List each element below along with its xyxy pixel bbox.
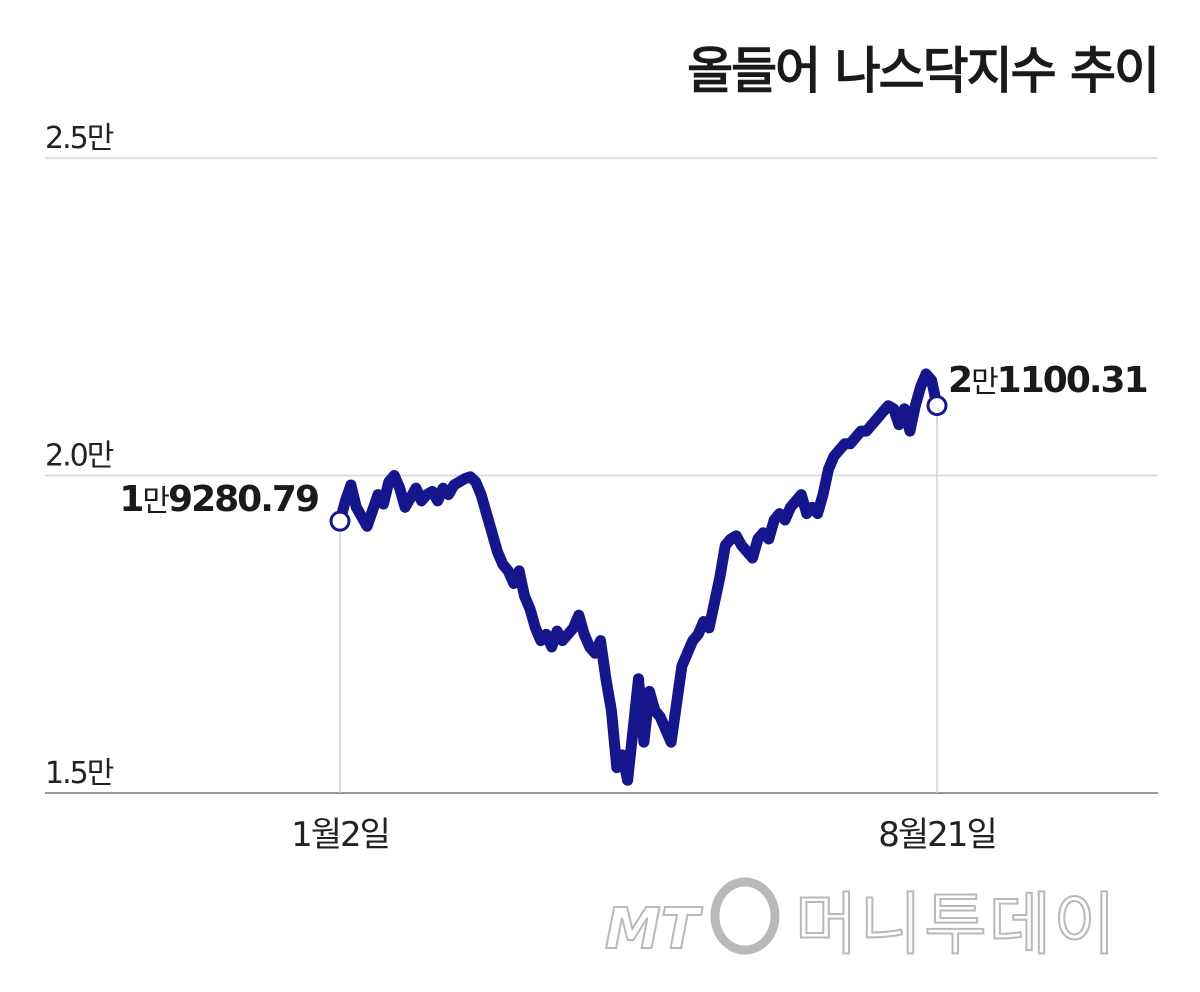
start-value-label: 1만9280.79 — [119, 479, 318, 520]
end-marker — [926, 395, 948, 417]
grid: 2.5만 2.0만 1.5만 — [45, 121, 1158, 794]
end-value-label: 2만1100.31 — [948, 360, 1147, 401]
watermark-text: 머니투데이 — [795, 886, 1118, 965]
start-label-unit: 만 — [142, 484, 169, 519]
end-label-rest: 1100.31 — [997, 360, 1147, 401]
markers — [329, 395, 948, 532]
series-line — [334, 368, 943, 786]
end-label-unit: 만 — [971, 365, 998, 400]
watermark: MT 머니투데이 — [604, 877, 1118, 966]
watermark-mt: MT — [605, 897, 703, 962]
start-label-num: 1 — [119, 479, 142, 520]
series-line-group — [334, 368, 943, 786]
end-label-num: 2 — [948, 360, 971, 401]
y-tick-label: 2.5만 — [45, 121, 114, 156]
y-tick-label: 1.5만 — [45, 756, 114, 791]
start-label-rest: 9280.79 — [168, 479, 318, 520]
start-marker — [329, 510, 351, 532]
y-tick-label: 2.0만 — [45, 439, 114, 474]
x-tick-labels: 1월2일 8월21일 — [291, 815, 998, 855]
watermark-logo-icon — [710, 877, 780, 955]
x-tick-label: 1월2일 — [291, 815, 389, 855]
drop-lines — [339, 405, 938, 793]
chart-title: 올들어 나스닥지수 추이 — [687, 42, 1158, 100]
x-tick-label: 8월21일 — [878, 815, 995, 855]
